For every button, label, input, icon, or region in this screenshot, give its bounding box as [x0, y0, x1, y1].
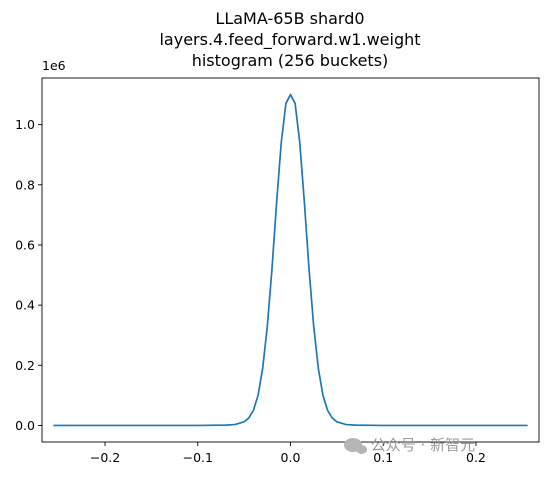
x-tick-label: −0.1 — [183, 450, 213, 465]
y-offset-label: 1e6 — [42, 58, 66, 73]
x-tick-label: −0.2 — [90, 450, 120, 465]
x-tick-label: 0.0 — [281, 450, 301, 465]
wechat-icon — [344, 438, 367, 454]
y-tick-label: 0.8 — [15, 177, 35, 192]
title-line-3: histogram (256 buckets) — [192, 51, 389, 70]
series-line-0 — [53, 93, 528, 427]
chart-title: LLaMA-65B shard0 layers.4.feed_forward.w… — [159, 9, 420, 70]
x-axis: −0.2 −0.1 0.0 0.1 0.2 — [90, 442, 486, 465]
plot-frame — [41, 77, 540, 443]
y-tick-label: 0.2 — [15, 358, 35, 373]
x-tick-label: 0.1 — [373, 450, 393, 465]
watermark: 公众号 · 新智元 — [344, 434, 475, 455]
y-tick-label: 0.6 — [15, 237, 35, 252]
x-tick-label: 0.2 — [466, 450, 486, 465]
y-tick-label: 0.4 — [15, 298, 35, 313]
y-axis: 0.0 0.2 0.4 0.6 0.8 1.0 — [15, 117, 42, 433]
plot-area — [53, 93, 528, 427]
y-tick-label: 1.0 — [15, 117, 35, 132]
y-tick-label: 0.0 — [15, 418, 35, 433]
title-line-1: LLaMA-65B shard0 — [215, 9, 364, 28]
watermark-text: 公众号 · 新智元 — [370, 436, 476, 454]
title-line-2: layers.4.feed_forward.w1.weight — [159, 30, 420, 50]
